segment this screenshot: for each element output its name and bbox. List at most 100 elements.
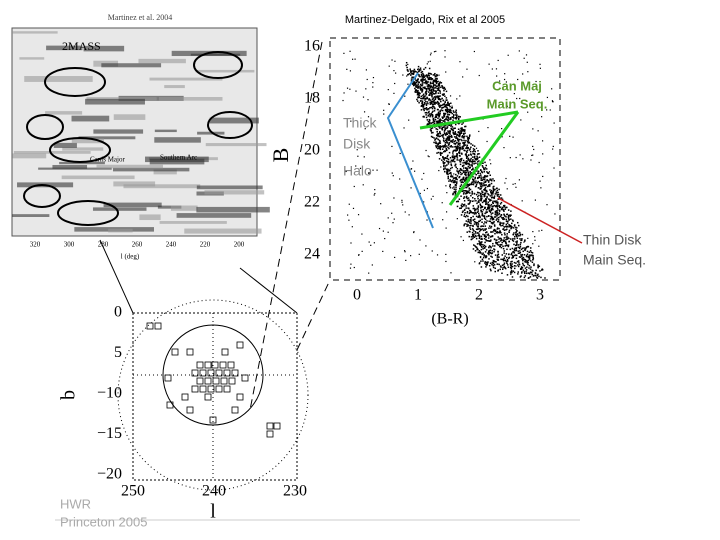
star-dot xyxy=(532,145,534,148)
star-dot xyxy=(502,247,505,250)
star-dot xyxy=(462,159,465,162)
star-dot xyxy=(511,219,514,221)
star-dot xyxy=(491,256,493,258)
star-dot xyxy=(466,210,469,213)
star-dot xyxy=(465,176,468,179)
star-dot xyxy=(372,169,374,171)
star-dot xyxy=(444,150,447,153)
star-dot xyxy=(491,201,494,204)
star-dot xyxy=(454,123,457,126)
map-stripe xyxy=(170,205,198,211)
star-dot xyxy=(422,76,425,79)
star-dot xyxy=(515,244,517,247)
star-dot xyxy=(500,201,503,204)
star-dot xyxy=(439,145,442,148)
star-dot xyxy=(418,94,420,97)
star-dot xyxy=(438,119,441,122)
star-dot xyxy=(482,209,485,211)
star-dot xyxy=(446,140,448,143)
connector xyxy=(99,239,134,314)
star-dot xyxy=(467,174,470,177)
star-dot xyxy=(487,181,490,183)
star-dot xyxy=(475,212,477,215)
star-dot xyxy=(477,210,479,212)
star-dot xyxy=(448,139,450,141)
star-dot xyxy=(508,231,510,233)
star-dot xyxy=(478,181,480,184)
star-dot xyxy=(449,171,452,174)
star-dot xyxy=(507,266,510,268)
star-dot xyxy=(506,262,508,265)
star-dot xyxy=(446,138,448,141)
star-dot xyxy=(471,165,473,167)
star-dot xyxy=(465,192,467,195)
star-dot xyxy=(424,92,427,94)
star-dot xyxy=(428,123,431,125)
star-dot xyxy=(541,116,543,118)
star-dot xyxy=(443,165,445,168)
map-stripe xyxy=(145,156,209,163)
star-dot xyxy=(511,247,514,250)
star-dot xyxy=(447,163,450,165)
star-dot xyxy=(450,140,453,143)
star-dot xyxy=(534,236,536,238)
star-dot xyxy=(433,106,435,108)
star-dot xyxy=(471,156,474,158)
star-dot xyxy=(424,95,426,97)
star-dot xyxy=(484,200,487,202)
star-dot xyxy=(423,189,425,191)
star-dot xyxy=(517,78,519,81)
star-dot xyxy=(491,222,494,225)
star-dot xyxy=(475,158,477,160)
star-dot xyxy=(481,258,484,261)
star-dot xyxy=(422,77,424,79)
star-dot xyxy=(462,147,465,149)
star-dot xyxy=(529,268,532,270)
star-dot xyxy=(448,143,450,146)
star-dot xyxy=(473,148,476,151)
star-dot xyxy=(485,266,487,268)
star-dot xyxy=(491,263,493,266)
star-dot xyxy=(427,120,430,123)
star-dot xyxy=(517,246,520,249)
star-dot xyxy=(473,236,476,238)
star-dot xyxy=(432,121,434,124)
star-dot xyxy=(393,92,395,94)
star-dot xyxy=(438,145,440,148)
star-dot xyxy=(523,240,526,242)
star-dot xyxy=(439,104,441,107)
star-dot xyxy=(492,186,494,188)
star-dot xyxy=(428,75,431,77)
star-dot xyxy=(504,208,507,210)
star-dot xyxy=(443,86,446,89)
star-dot xyxy=(498,238,500,240)
star-dot xyxy=(489,199,491,201)
star-dot xyxy=(466,192,469,194)
star-dot xyxy=(448,138,450,140)
map-stripe xyxy=(103,202,162,208)
star-dot xyxy=(449,110,451,112)
star-dot xyxy=(521,247,524,250)
star-dot xyxy=(519,238,521,240)
star-dot xyxy=(490,209,493,212)
star-dot xyxy=(463,203,466,206)
map-stripe xyxy=(45,111,83,115)
star-dot xyxy=(478,152,480,155)
star-dot xyxy=(438,98,440,100)
star-dot xyxy=(502,266,504,269)
star-dot xyxy=(445,90,448,93)
star-dot xyxy=(446,168,449,170)
map-stripe xyxy=(184,228,262,234)
star-dot xyxy=(420,105,423,107)
star-dot xyxy=(423,172,425,175)
star-dot xyxy=(466,167,468,170)
star-dot xyxy=(507,217,510,220)
star-dot xyxy=(411,76,413,79)
star-dot xyxy=(485,175,488,177)
map-stripe xyxy=(153,169,177,175)
star-dot xyxy=(516,235,518,238)
star-dot xyxy=(537,266,539,268)
star-dot xyxy=(527,256,530,259)
star-dot xyxy=(429,60,431,62)
